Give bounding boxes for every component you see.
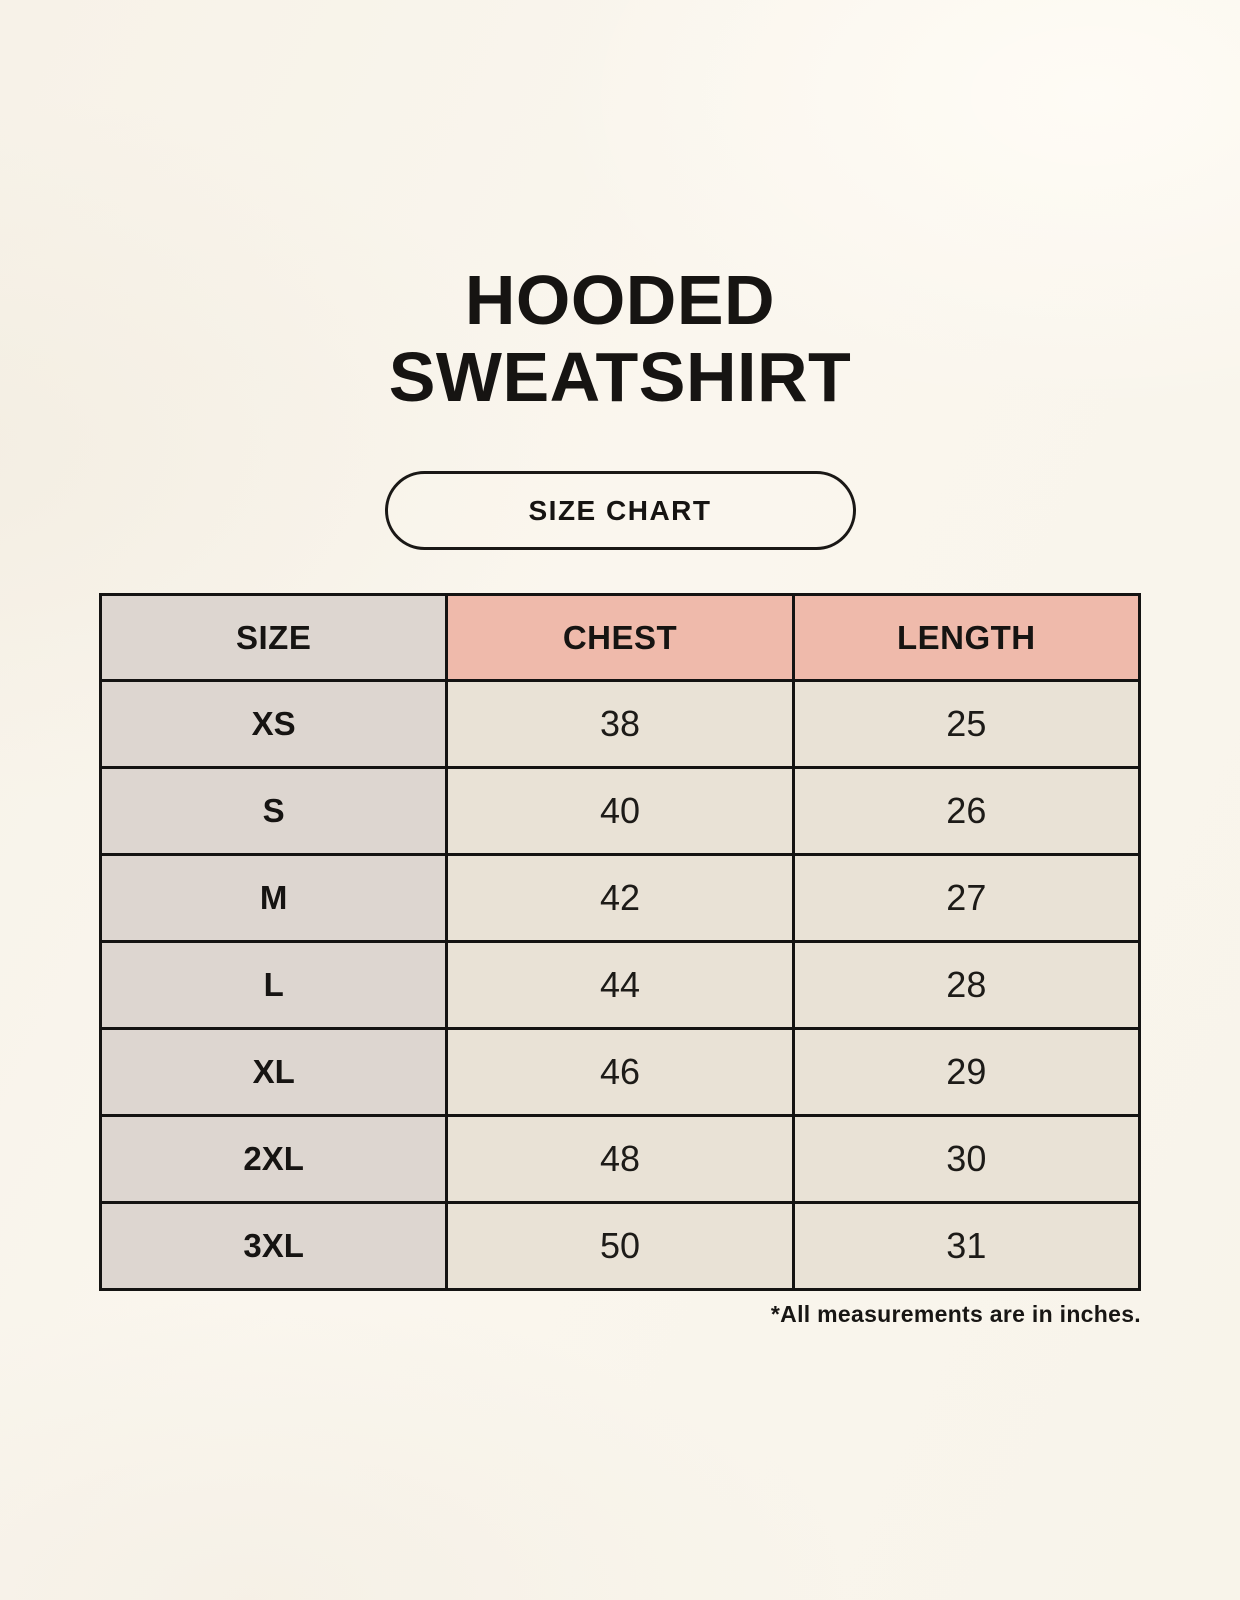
size-label: L: [98, 940, 449, 1030]
page-title: HOODED SWEATSHIRT: [389, 262, 852, 416]
size-chart-button[interactable]: SIZE CHART: [384, 471, 856, 550]
column-header-size: SIZE: [98, 593, 449, 682]
size-label: 3XL: [98, 1201, 449, 1291]
size-label: XL: [98, 1027, 449, 1117]
table-header: SIZE CHEST LENGTH: [98, 593, 1142, 682]
length-value: 31: [791, 1201, 1142, 1291]
chest-value: 42: [445, 853, 795, 943]
table-row: M 42 27: [98, 853, 1142, 943]
size-label: M: [98, 853, 449, 943]
column-header-length: LENGTH: [791, 593, 1142, 682]
length-value: 29: [791, 1027, 1142, 1117]
chest-value: 40: [445, 766, 795, 856]
table-row: 3XL 50 31: [98, 1201, 1142, 1291]
table-row: S 40 26: [98, 766, 1142, 856]
length-value: 28: [791, 940, 1142, 1030]
column-header-chest: CHEST: [445, 593, 795, 682]
size-label: S: [98, 766, 449, 856]
chest-value: 50: [445, 1201, 795, 1291]
table-row: XS 38 25: [98, 679, 1142, 769]
chest-value: 44: [445, 940, 795, 1030]
table-row: L 44 28: [98, 940, 1142, 1030]
length-value: 26: [791, 766, 1142, 856]
size-chart-table: SIZE CHEST LENGTH XS 38 25 S 40 26 M 42 …: [98, 593, 1142, 1291]
chest-value: 38: [445, 679, 795, 769]
length-value: 30: [791, 1114, 1142, 1204]
page-title-line-1: HOODED: [464, 261, 776, 339]
size-label: 2XL: [98, 1114, 449, 1204]
page-title-line-2: SWEATSHIRT: [388, 338, 852, 416]
chest-value: 46: [445, 1027, 795, 1117]
chest-value: 48: [445, 1114, 795, 1204]
length-value: 27: [791, 853, 1142, 943]
table-header-row: SIZE CHEST LENGTH: [98, 593, 1142, 682]
measurements-footnote: *All measurements are in inches.: [770, 1301, 1141, 1327]
length-value: 25: [791, 679, 1142, 769]
table-row: XL 46 29: [98, 1027, 1142, 1117]
size-label: XS: [98, 679, 449, 769]
table-row: 2XL 48 30: [98, 1114, 1142, 1204]
